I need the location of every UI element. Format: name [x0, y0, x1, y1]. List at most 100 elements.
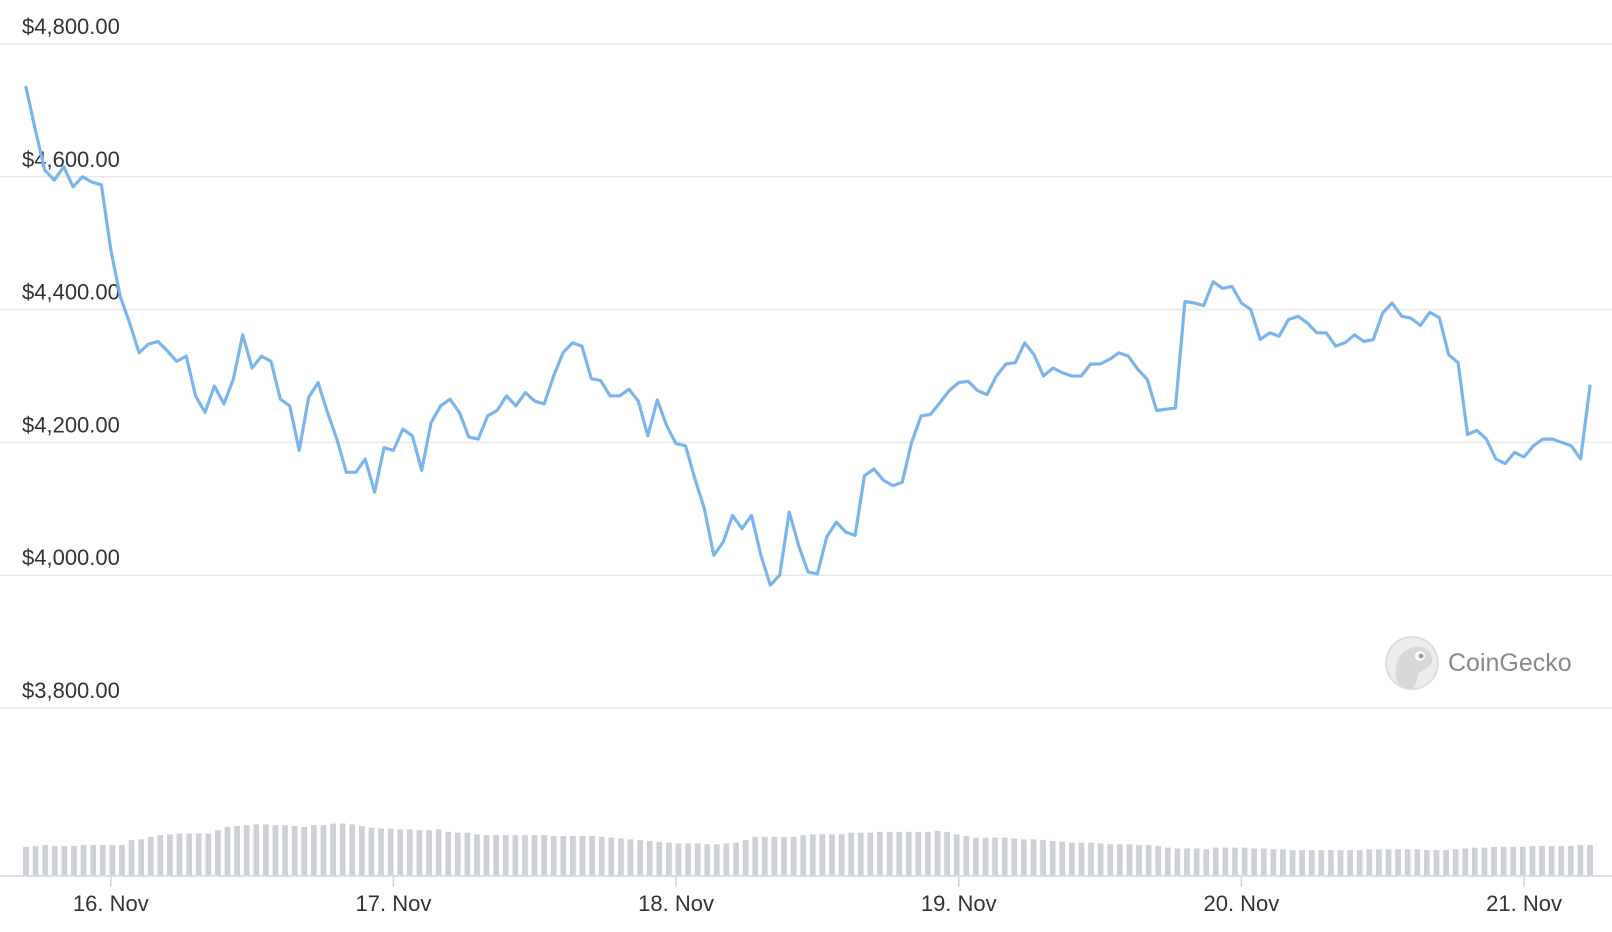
- price-point: [354, 471, 357, 474]
- volume-bar: [1097, 843, 1104, 875]
- x-tick-label: 18. Nov: [638, 891, 714, 916]
- price-point: [1438, 316, 1441, 319]
- watermark-text: CoinGecko: [1448, 649, 1572, 677]
- volume-bar: [1040, 840, 1046, 875]
- price-point: [72, 185, 74, 188]
- volume-bar: [819, 834, 826, 875]
- price-point: [392, 449, 395, 452]
- price-point: [1174, 407, 1177, 409]
- volume-bar: [944, 831, 951, 875]
- volume-bar: [1491, 846, 1497, 875]
- price-point: [1372, 338, 1375, 341]
- volume-bar: [1481, 847, 1488, 875]
- volume-bar: [1260, 848, 1267, 875]
- price-point: [581, 345, 583, 347]
- x-tick-label: 16. Nov: [73, 891, 149, 916]
- volume-bar: [982, 837, 989, 875]
- price-line: [24, 85, 1592, 587]
- y-axis-labels: $3,800.00 $4,000.00 $4,200.00 $4,400.00 $4,6…: [22, 14, 120, 703]
- volume-bar: [253, 824, 260, 875]
- price-point: [524, 391, 527, 394]
- volume-bar: [829, 834, 835, 875]
- price-point: [741, 527, 743, 530]
- volume-bar: [1433, 850, 1440, 875]
- price-point: [307, 396, 310, 399]
- volume-bar: [23, 846, 29, 875]
- volume-bar: [1088, 842, 1094, 875]
- price-point: [976, 389, 979, 392]
- price-point: [1344, 342, 1346, 344]
- watermark: CoinGecko: [1385, 636, 1572, 690]
- price-point: [1240, 302, 1243, 304]
- x-tick-label: 21. Nov: [1486, 891, 1562, 916]
- price-point: [1023, 342, 1026, 344]
- price-point: [1560, 441, 1563, 444]
- volume-bar: [608, 837, 615, 875]
- volume-bar: [1001, 837, 1008, 875]
- price-point: [1447, 353, 1450, 356]
- price-point: [835, 521, 838, 523]
- price-point: [1127, 355, 1130, 357]
- price-point: [289, 405, 291, 407]
- x-axis: 16. Nov 17. Nov 18. Nov 19. Nov 20. Nov 21. N…: [0, 875, 1612, 916]
- volume-bar: [1145, 845, 1152, 875]
- price-point: [1287, 318, 1290, 321]
- volume-bar: [1471, 847, 1478, 875]
- volume-bar: [522, 835, 528, 875]
- price-point: [1165, 408, 1167, 411]
- price-point: [1297, 315, 1299, 318]
- price-point: [147, 343, 150, 345]
- price-point: [1136, 368, 1139, 371]
- price-point: [1184, 300, 1186, 303]
- volume-bar: [1011, 838, 1018, 875]
- volume-bar: [1395, 849, 1401, 875]
- price-point: [1221, 287, 1224, 290]
- gecko-logo-icon: [1385, 636, 1439, 690]
- volume-bar: [339, 823, 346, 875]
- volume-bar: [1068, 842, 1075, 875]
- volume-bar: [733, 842, 739, 875]
- volume-bar: [215, 830, 221, 875]
- volume-bar: [1164, 847, 1171, 875]
- volume-bar: [406, 829, 413, 875]
- price-point: [1061, 371, 1064, 374]
- price-point: [1466, 433, 1469, 436]
- price-point: [957, 381, 960, 384]
- price-point: [873, 468, 875, 470]
- price-point: [53, 179, 56, 181]
- volume-bar: [857, 832, 864, 875]
- price-point: [986, 393, 988, 396]
- price-point: [194, 395, 197, 397]
- price-point: [383, 446, 385, 449]
- volume-bar: [579, 835, 586, 875]
- volume-bar: [896, 831, 903, 875]
- price-point: [609, 395, 611, 397]
- volume-bar: [445, 831, 452, 875]
- price-point: [1231, 285, 1233, 288]
- price-point: [967, 380, 969, 383]
- volume-bar: [905, 831, 912, 875]
- volume-bar: [589, 835, 595, 875]
- price-point: [863, 474, 866, 477]
- volume-bar: [1519, 846, 1526, 875]
- price-point: [920, 415, 922, 417]
- gridlines: [0, 43, 1612, 709]
- price-point: [571, 342, 574, 344]
- price-point: [251, 367, 253, 369]
- volume-bar: [80, 845, 87, 875]
- volume-bar: [675, 843, 682, 875]
- y-tick-label: $4,000.00: [22, 545, 120, 570]
- volume-bar: [1577, 845, 1584, 875]
- price-point: [223, 403, 225, 405]
- volume-bar: [1212, 847, 1219, 875]
- price-point: [628, 388, 630, 391]
- price-point: [411, 434, 414, 437]
- volume-bar: [685, 843, 691, 875]
- price-point: [477, 438, 480, 440]
- volume-bar: [224, 826, 231, 875]
- price-point: [175, 360, 178, 363]
- price-point: [1532, 444, 1535, 447]
- volume-bar: [99, 845, 106, 875]
- volume-bar: [1203, 849, 1210, 875]
